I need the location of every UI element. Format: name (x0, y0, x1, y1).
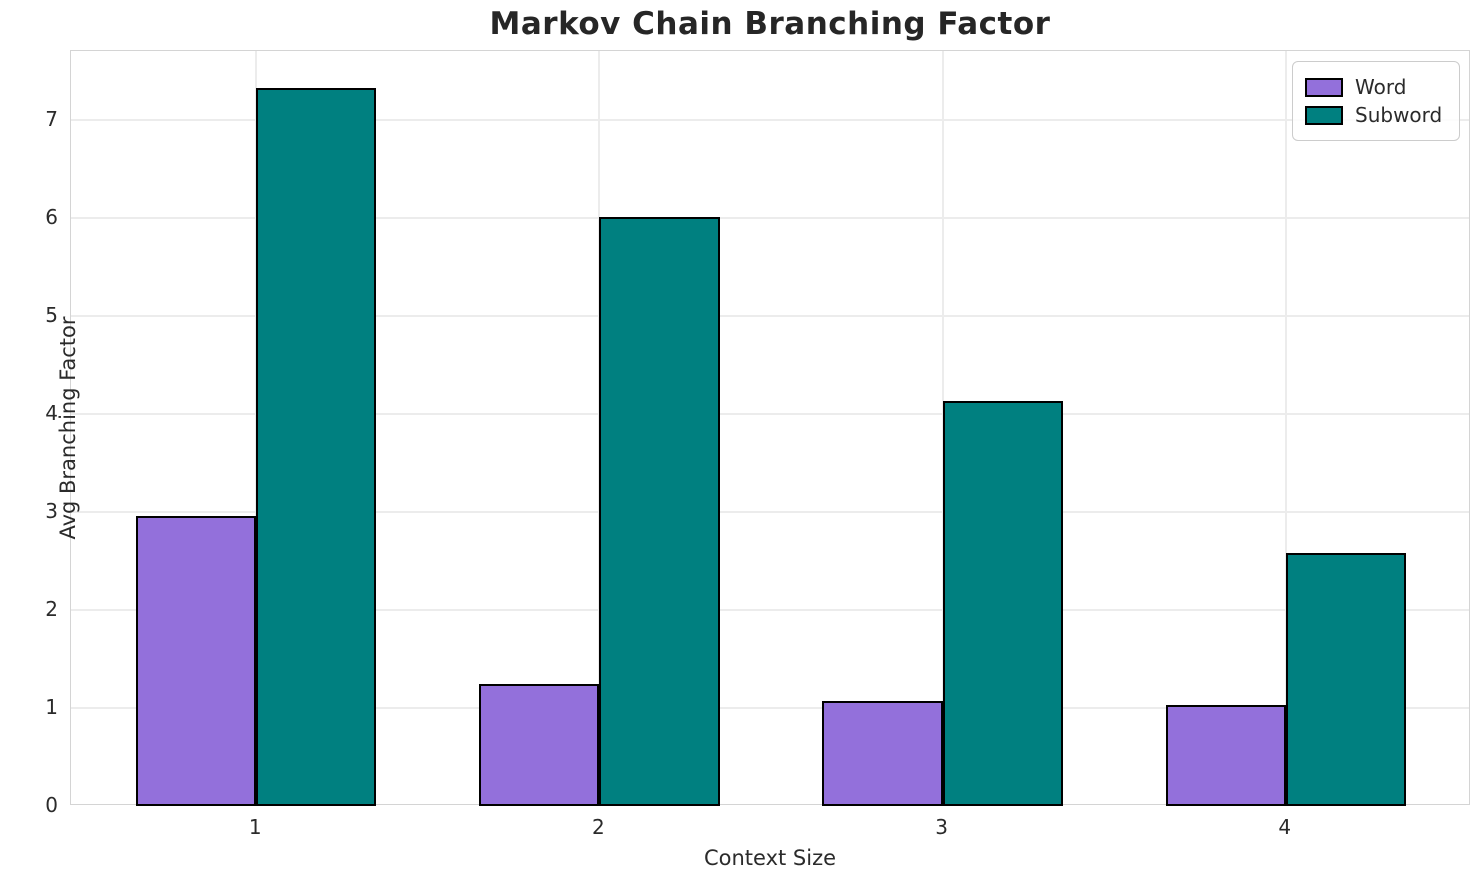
bar-word-3 (822, 701, 943, 806)
bar-subword-1 (256, 88, 377, 806)
bar-subword-3 (942, 401, 1063, 806)
y-tick-label: 6 (45, 204, 58, 229)
y-tick-label: 1 (45, 694, 58, 719)
gridline-horizontal (71, 510, 1469, 513)
bar-word-4 (1165, 705, 1286, 806)
gridline-horizontal (71, 706, 1469, 709)
x-axis-label: Context Size (703, 846, 837, 870)
bar-word-1 (136, 515, 257, 806)
word-color-swatch (1305, 77, 1343, 97)
y-tick-label: 4 (45, 400, 58, 425)
x-tick-label: 2 (592, 815, 605, 839)
y-tick-label: 5 (45, 302, 58, 327)
subword-color-swatch (1305, 105, 1343, 125)
chart-title: Markov Chain Branching Factor (489, 6, 1051, 42)
gridline-horizontal (71, 412, 1469, 415)
gridline-horizontal (71, 608, 1469, 611)
gridline-horizontal (71, 118, 1469, 121)
gridline-vertical (1284, 51, 1287, 804)
gridline-horizontal (71, 314, 1469, 317)
bar-subword-4 (1285, 553, 1406, 806)
legend-item-word: Word (1305, 75, 1447, 99)
y-tick-label: 0 (45, 793, 58, 817)
x-tick-label: 4 (1278, 815, 1292, 839)
legend: Word Subword (1292, 61, 1460, 141)
legend-label-subword: Subword (1355, 103, 1443, 127)
bar-subword-2 (599, 216, 720, 806)
legend-item-subword: Subword (1305, 103, 1447, 127)
plot-area (70, 50, 1470, 806)
y-tick-label: 3 (45, 498, 58, 523)
legend-label-word: Word (1355, 75, 1407, 99)
bar-word-2 (479, 684, 600, 806)
y-tick-label: 7 (45, 106, 58, 131)
x-tick-label: 1 (248, 815, 262, 839)
y-axis-label: Avg Branching Factor (56, 316, 80, 540)
x-tick-label: 3 (935, 815, 948, 839)
gridline-horizontal (71, 216, 1469, 219)
y-tick-label: 2 (45, 596, 58, 621)
